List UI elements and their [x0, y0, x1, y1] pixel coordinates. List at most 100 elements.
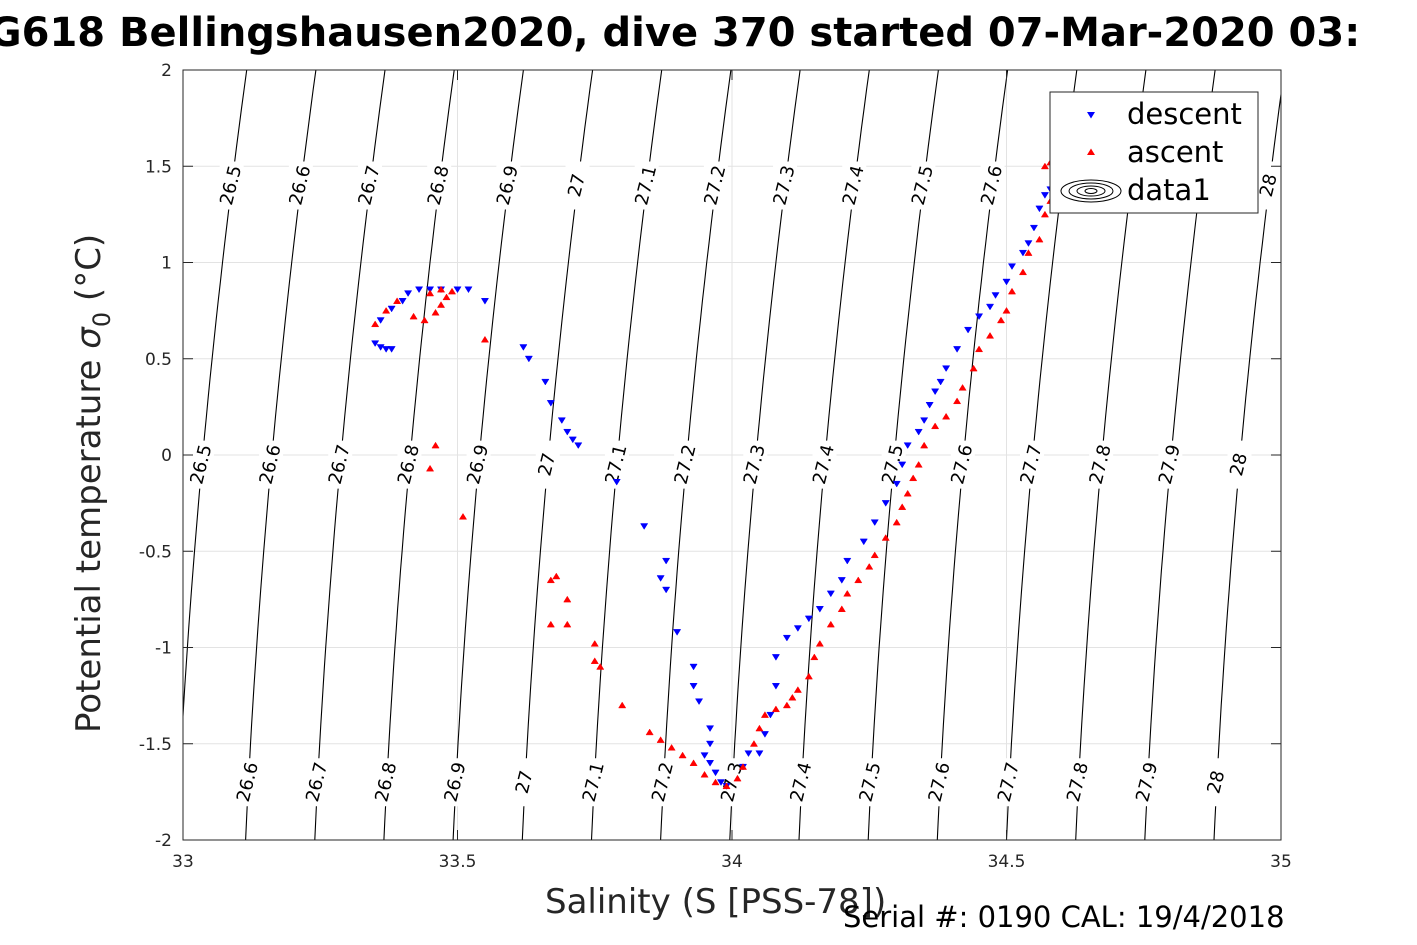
ascent-point	[804, 672, 813, 680]
ascent-point	[382, 306, 391, 314]
ascent-point	[426, 464, 435, 472]
legend-box	[1049, 91, 1259, 214]
contour-label-bg	[288, 161, 313, 210]
legend-label-ascent: ascent	[1127, 135, 1223, 169]
contour-label-bg	[911, 161, 936, 210]
contour-label-bg	[1158, 440, 1183, 489]
legend-contour-icon	[1076, 185, 1106, 197]
descent-point	[793, 625, 802, 632]
ascent-point	[815, 640, 824, 647]
descent-point	[1035, 205, 1044, 213]
ascent-point	[442, 293, 451, 301]
legend-label-descent: descent	[1127, 97, 1242, 131]
descent-point	[695, 698, 704, 706]
descent-point	[612, 479, 621, 486]
descent-point	[656, 575, 665, 582]
contour-label-bg	[427, 161, 452, 210]
ascent-point	[689, 759, 698, 766]
descent-point	[964, 326, 973, 334]
x-axis-label: Salinity (S [PSS-78])	[545, 882, 886, 922]
ascent-point	[590, 640, 599, 647]
descent-point	[925, 402, 934, 409]
ascent-point	[771, 705, 780, 713]
contour-label-bg	[789, 758, 814, 807]
descent-point	[711, 769, 720, 777]
descent-point	[914, 428, 923, 436]
contour-label-bg	[743, 440, 768, 489]
ascent-point	[942, 412, 951, 420]
ascent-point	[749, 740, 759, 747]
descent-series	[371, 178, 1066, 790]
ascent-point	[447, 287, 457, 295]
descent-point	[700, 752, 709, 759]
ascent-point	[953, 397, 962, 405]
contour-label-bg	[374, 758, 399, 807]
descent-point	[689, 663, 698, 671]
ascent-point	[881, 534, 890, 541]
ascent-series	[371, 158, 1066, 790]
contour-label-bg	[980, 161, 1005, 210]
ascent-point	[985, 332, 995, 339]
y-tick-label: -0.5	[139, 542, 172, 562]
descent-point	[991, 292, 1000, 299]
ascent-point	[393, 297, 402, 304]
descent-point	[1029, 224, 1038, 232]
contour-label-bg	[236, 758, 261, 807]
y-tick-label: 1.5	[145, 157, 172, 177]
descent-point	[771, 683, 780, 690]
ascent-point	[854, 576, 863, 584]
descent-point	[903, 442, 912, 450]
contour-label-bg	[189, 440, 214, 489]
legend-label-data1: data1	[1127, 173, 1211, 207]
y-tick-label: -1.5	[139, 735, 172, 755]
ascent-point	[870, 551, 879, 559]
contour-label-bg	[358, 161, 383, 210]
ascent-point	[996, 316, 1006, 324]
contour-label-bg	[582, 758, 607, 807]
descent-point	[766, 711, 775, 719]
y-axis-label-unit: (°C)	[69, 234, 109, 312]
contour-label-bg	[219, 161, 244, 210]
contour-label-bg	[634, 161, 659, 210]
descent-point	[953, 346, 962, 353]
contour-label-bg	[997, 758, 1022, 807]
legend-ascent-marker	[1087, 148, 1095, 155]
contour-label-bg	[328, 440, 353, 489]
ascent-point	[436, 301, 446, 308]
serial-cal-footer: Serial #: 0190 CAL: 19/4/2018	[843, 900, 1285, 934]
contour-label-bg	[1204, 758, 1229, 807]
ascent-point	[1040, 210, 1049, 218]
ascent-point	[760, 711, 769, 718]
y-axis-label: Potential temperature σ0 (°C)	[69, 234, 116, 733]
descent-point	[662, 586, 671, 594]
ascent-point	[546, 620, 555, 628]
ascent-point	[975, 345, 984, 353]
descent-point	[404, 290, 413, 297]
descent-point	[376, 317, 385, 324]
ascent-point	[431, 308, 440, 316]
ascent-point	[958, 383, 967, 391]
ascent-point	[700, 770, 709, 778]
ascent-point	[596, 663, 605, 670]
y-axis-label-main: Potential temperature	[69, 349, 109, 733]
ascent-point	[931, 422, 940, 430]
contour-label-bg	[842, 161, 867, 210]
descent-point	[415, 286, 424, 294]
ascent-point	[837, 605, 846, 612]
ascent-point	[711, 778, 720, 786]
ascent-point	[826, 620, 835, 628]
descent-point	[931, 388, 940, 396]
ascent-point	[480, 335, 489, 343]
ascent-point	[909, 474, 918, 482]
contour-label-bg	[1066, 758, 1091, 807]
descent-point	[464, 286, 473, 294]
x-tick-label: 34	[721, 852, 743, 872]
ascent-point	[420, 316, 429, 324]
ascent-point	[563, 620, 572, 628]
contour-label-bg	[397, 440, 422, 489]
contour-label-bg	[1135, 758, 1160, 807]
descent-point	[673, 629, 682, 636]
contour-label-bg	[674, 440, 699, 489]
legend: descent ascent data1	[1049, 91, 1259, 214]
descent-point	[376, 344, 385, 351]
